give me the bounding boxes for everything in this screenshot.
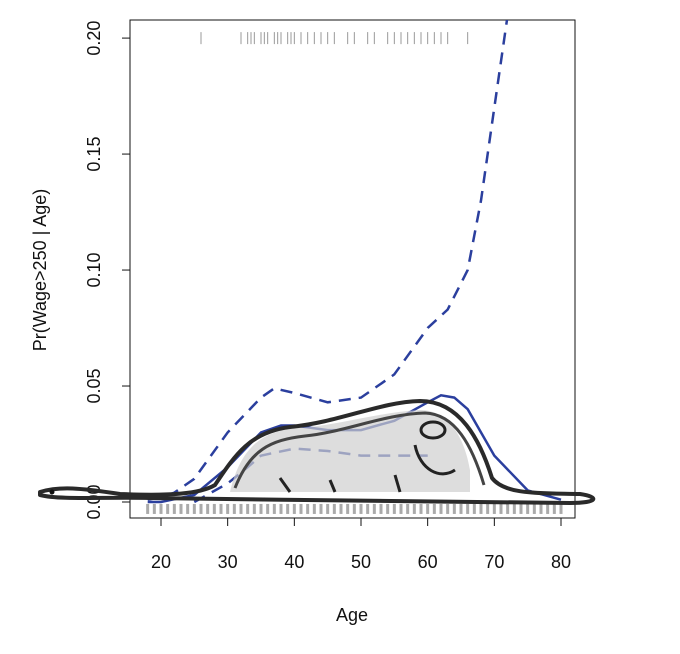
y-tick-label: 0.15 xyxy=(84,137,104,172)
y-tick-label: 0.10 xyxy=(84,253,104,288)
elephant-trunk xyxy=(413,444,456,476)
x-tick-label: 20 xyxy=(151,552,171,572)
confidence-band xyxy=(147,20,509,501)
boa-elephant-drawing xyxy=(38,399,596,505)
x-tick-label: 70 xyxy=(484,552,504,572)
x-axis-label: Age xyxy=(336,605,368,625)
y-tick-label: 0.00 xyxy=(84,484,104,519)
plot-frame xyxy=(129,19,576,519)
y-tick-label: 0.05 xyxy=(84,368,104,403)
boa-eye xyxy=(49,489,55,495)
boa-inner-line xyxy=(233,411,486,489)
boa-outline xyxy=(38,399,596,505)
elephant-fill xyxy=(230,410,470,492)
x-tick-label: 40 xyxy=(284,552,304,572)
x-tick-label: 50 xyxy=(351,552,371,572)
x-tick-label: 60 xyxy=(418,552,438,572)
y-axis-label: Pr(Wage>250 | Age) xyxy=(30,189,50,352)
x-tick-label: 80 xyxy=(551,552,571,572)
x-tick-label: 30 xyxy=(218,552,238,572)
y-tick-label: 0.20 xyxy=(84,21,104,56)
elephant-eye xyxy=(419,420,447,440)
elephant-legs xyxy=(278,474,402,493)
